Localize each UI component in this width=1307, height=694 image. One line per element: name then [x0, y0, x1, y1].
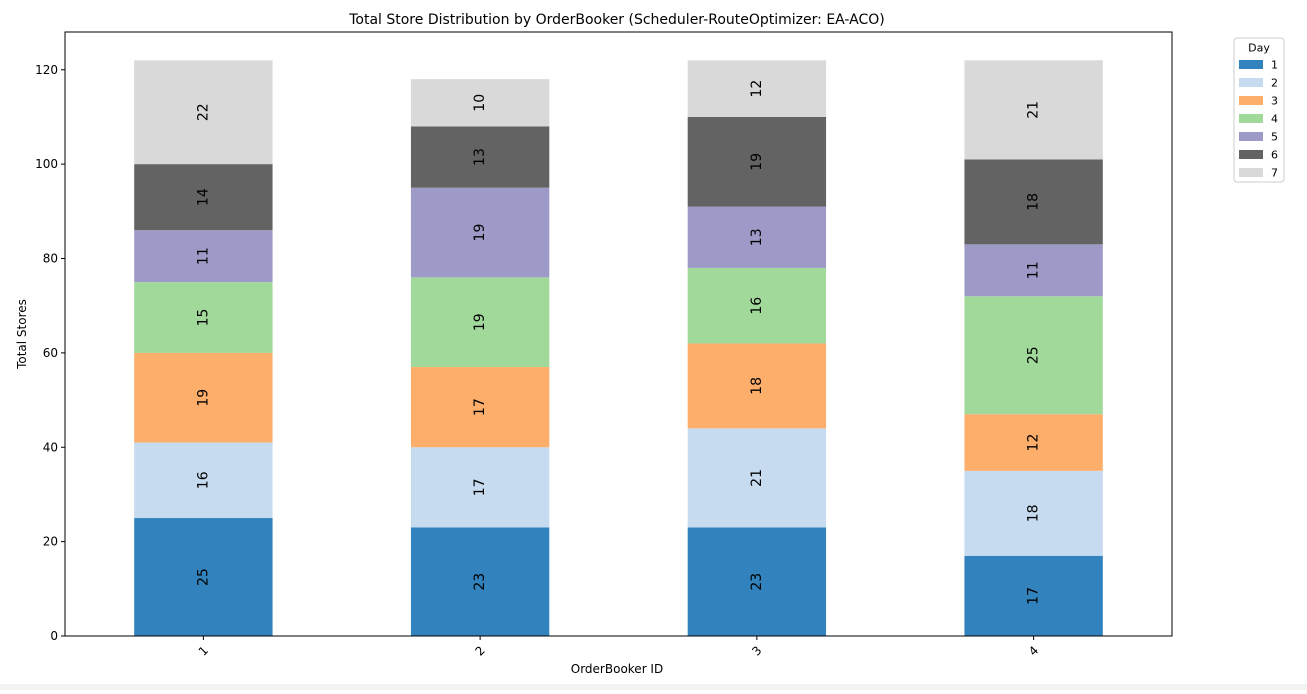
legend-swatch-day-4 — [1239, 114, 1263, 123]
y-tick-label: 120 — [35, 63, 58, 77]
legend-swatch-day-1 — [1239, 60, 1263, 69]
bar-segment-2-day-2 — [410, 447, 550, 528]
legend-label-day-1: 1 — [1271, 59, 1278, 72]
legend-swatch-day-5 — [1239, 132, 1263, 141]
legend-label-day-5: 5 — [1271, 131, 1278, 144]
y-tick-label: 100 — [35, 157, 58, 171]
bar-value-label: 21 — [749, 469, 765, 487]
bar-segment-4-day-4 — [964, 296, 1103, 415]
bar-segment-4-day-7 — [964, 60, 1103, 160]
bar-value-label: 15 — [195, 309, 211, 327]
bar-value-label: 14 — [195, 188, 211, 206]
bar-segment-4-day-5 — [964, 244, 1103, 297]
x-tick-label: 3 — [749, 643, 764, 658]
bar-segment-3-day-7 — [687, 60, 827, 117]
plot-frame — [64, 31, 1173, 637]
legend-swatch-day-2 — [1239, 78, 1263, 87]
legend-label-day-2: 2 — [1271, 77, 1278, 90]
bar-value-label: 19 — [749, 153, 765, 171]
bar-segment-4-day-1 — [964, 555, 1103, 636]
legend-swatch-day-7 — [1239, 168, 1263, 177]
legend-box — [1233, 37, 1285, 183]
bar-segment-1-day-3 — [134, 352, 273, 443]
bar-value-label: 23 — [749, 573, 765, 591]
bar-value-label: 11 — [195, 247, 211, 265]
window-bottom-strip — [0, 684, 1307, 690]
y-tick-label: 40 — [43, 440, 58, 454]
bar-value-label: 25 — [1026, 346, 1042, 364]
bar-value-label: 13 — [472, 148, 488, 166]
bar-segment-3-day-5 — [687, 206, 827, 268]
bar-value-label: 22 — [195, 103, 211, 121]
bar-value-label: 18 — [1026, 193, 1042, 211]
legend-title: Day — [1248, 42, 1270, 55]
bar-segment-3-day-2 — [687, 428, 827, 528]
bar-segment-3-day-3 — [687, 343, 827, 429]
y-tick-label: 80 — [43, 252, 58, 266]
bar-value-label: 21 — [1026, 101, 1042, 119]
bar-segment-1-day-4 — [134, 282, 273, 353]
y-tick-label: 60 — [43, 346, 58, 360]
legend-label-day-6: 6 — [1271, 149, 1278, 162]
bar-value-label: 25 — [195, 568, 211, 586]
bar-segment-2-day-6 — [410, 126, 550, 188]
bar-segment-2-day-4 — [410, 277, 550, 368]
bar-segment-1-day-2 — [134, 442, 273, 519]
chart-title: Total Store Distribution by OrderBooker … — [348, 12, 885, 28]
bar-value-label: 16 — [195, 471, 211, 489]
x-tick-label: 1 — [196, 643, 211, 658]
bar-segment-2-day-3 — [410, 367, 550, 448]
bar-segment-1-day-6 — [134, 164, 273, 231]
legend-label-day-4: 4 — [1271, 113, 1278, 126]
bar-value-label: 18 — [1026, 504, 1042, 522]
legend-swatch-day-3 — [1239, 96, 1263, 105]
bar-segment-2-day-1 — [410, 527, 550, 636]
y-axis-label: Total Stores — [15, 299, 29, 370]
y-tick-label: 0 — [50, 629, 58, 643]
bar-segment-3-day-1 — [687, 527, 827, 636]
bar-segment-1-day-1 — [134, 518, 273, 636]
bar-segment-1-day-5 — [134, 230, 273, 283]
bar-segment-2-day-5 — [410, 187, 550, 278]
bar-value-label: 12 — [1026, 434, 1042, 452]
x-axis-label: OrderBooker ID — [571, 662, 663, 676]
bar-segment-3-day-4 — [687, 267, 827, 344]
x-tick-label: 4 — [1026, 643, 1041, 658]
y-tick-label: 20 — [43, 535, 58, 549]
bar-segment-4-day-6 — [964, 159, 1103, 245]
bar-segment-1-day-7 — [134, 60, 273, 165]
bar-value-label: 11 — [1026, 261, 1042, 279]
bar-segment-4-day-3 — [964, 414, 1103, 471]
bar-value-label: 17 — [472, 478, 488, 496]
bar-segment-3-day-6 — [687, 116, 827, 207]
x-tick-label: 2 — [472, 643, 487, 658]
bar-value-label: 17 — [1026, 587, 1042, 605]
bar-value-label: 17 — [472, 398, 488, 416]
bars-layer: 25 16 19 15 11 14 22 23 17 17 19 19 13 10 23 21 18 16 13 19… — [134, 60, 1103, 636]
bar-value-label: 13 — [749, 228, 765, 246]
bar-value-label: 23 — [472, 573, 488, 591]
legend-swatch-day-6 — [1239, 150, 1263, 159]
bar-value-label: 19 — [472, 224, 488, 242]
bar-value-label: 19 — [472, 313, 488, 331]
bar-segment-2-day-7 — [410, 79, 550, 127]
bar-value-label: 19 — [195, 389, 211, 407]
legend-label-day-7: 7 — [1271, 167, 1278, 180]
legend-label-day-3: 3 — [1271, 95, 1278, 108]
bar-segment-4-day-2 — [964, 470, 1103, 556]
bar-value-label: 18 — [749, 377, 765, 395]
bar-value-label: 10 — [472, 94, 488, 112]
bar-value-label: 12 — [749, 80, 765, 98]
bar-value-label: 16 — [749, 297, 765, 315]
